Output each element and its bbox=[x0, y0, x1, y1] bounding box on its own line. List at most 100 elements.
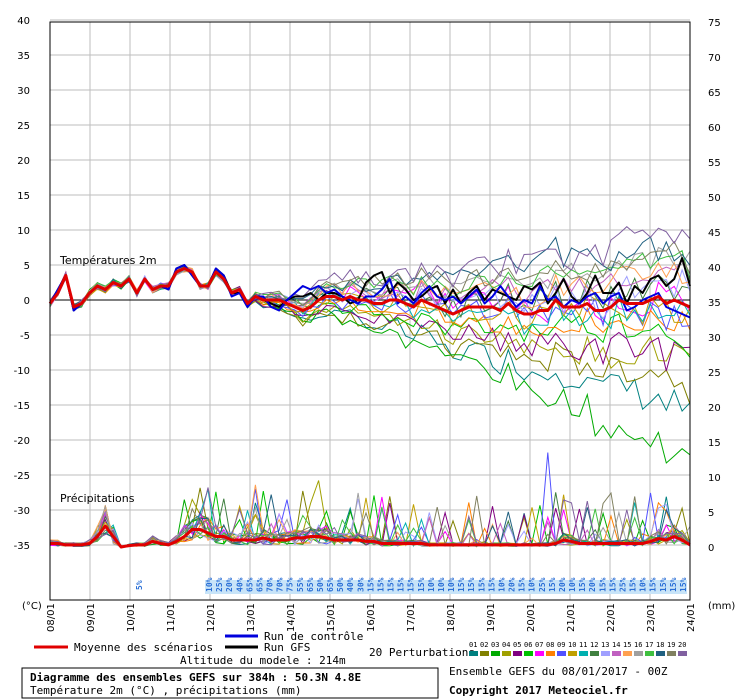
left-tick-label: 40 bbox=[17, 16, 30, 27]
perturbation-number: 13 bbox=[601, 641, 609, 649]
right-tick-label: 40 bbox=[708, 263, 721, 274]
left-tick-label: -25 bbox=[14, 471, 30, 482]
perturbation-swatch bbox=[502, 651, 511, 656]
perturbation-swatch bbox=[601, 651, 610, 656]
perturbation-swatch bbox=[491, 651, 500, 656]
precip-probability-label: 50% bbox=[316, 577, 325, 592]
right-tick-label: 5 bbox=[708, 508, 714, 519]
precip-probability-label: 15% bbox=[659, 577, 668, 592]
perturbation-swatch bbox=[557, 651, 566, 656]
precip-probability-label: 10% bbox=[528, 577, 537, 592]
perturbation-swatch bbox=[634, 651, 643, 656]
x-tick-label: 14/01 bbox=[286, 603, 297, 632]
right-axis-unit: (mm) bbox=[708, 601, 735, 612]
precipitation-annotation: Précipitations bbox=[60, 492, 135, 505]
right-tick-label: 60 bbox=[708, 123, 721, 134]
right-tick-label: 45 bbox=[708, 228, 721, 239]
x-tick-label: 16/01 bbox=[366, 603, 377, 632]
precip-probability-label: 20% bbox=[558, 577, 567, 592]
perturbation-swatch bbox=[623, 651, 632, 656]
precip-probability-label: 10% bbox=[639, 577, 648, 592]
right-tick-label: 65 bbox=[708, 88, 721, 99]
x-tick-label: 12/01 bbox=[206, 603, 217, 632]
left-tick-label: 20 bbox=[17, 156, 30, 167]
legend-perturbations-label: 20 Perturbations bbox=[369, 646, 475, 659]
precip-probability-label: 65% bbox=[245, 577, 254, 592]
precip-probability-label: 15% bbox=[649, 577, 658, 592]
legend-gfs-label: Run GFS bbox=[264, 641, 310, 654]
perturbation-swatch bbox=[524, 651, 533, 656]
precip-probability-label: 10% bbox=[447, 577, 456, 592]
left-tick-label: 35 bbox=[17, 51, 30, 62]
precip-probability-label: 70% bbox=[276, 577, 285, 592]
perturbation-number: 19 bbox=[667, 641, 675, 649]
left-tick-label: -5 bbox=[20, 331, 30, 342]
main-series bbox=[48, 257, 691, 549]
precip-probability-label: 30% bbox=[356, 577, 365, 592]
x-tick-label: 22/01 bbox=[606, 603, 617, 632]
footer-subtitle: Température 2m (°C) , précipitations (mm… bbox=[30, 684, 302, 697]
precip-probability-label: 25% bbox=[618, 577, 627, 592]
precip-probability-label: 25% bbox=[215, 577, 224, 592]
precip-probability-label: 20% bbox=[588, 577, 597, 592]
right-tick-label: 30 bbox=[708, 333, 721, 344]
perturbation-number: 04 bbox=[502, 641, 510, 649]
plot-border bbox=[49, 21, 691, 601]
perturbation-number: 20 bbox=[678, 641, 686, 649]
perturbation-swatch bbox=[568, 651, 577, 656]
left-tick-label: 25 bbox=[17, 121, 30, 132]
perturbation-number: 16 bbox=[634, 641, 642, 649]
temperature-perturbation-line bbox=[49, 261, 691, 310]
precip-probability-label: 15% bbox=[518, 577, 527, 592]
precip-probability-label: 15% bbox=[669, 577, 678, 592]
perturbation-number: 10 bbox=[568, 641, 576, 649]
x-tick-label: 20/01 bbox=[526, 603, 537, 632]
temperature-perturbation-line bbox=[49, 240, 691, 306]
precip-probability-label: 25% bbox=[538, 577, 547, 592]
precip-probability-label: 15% bbox=[457, 577, 466, 592]
precip-probability-label: 5% bbox=[135, 580, 144, 590]
precip-probability-label: 15% bbox=[417, 577, 426, 592]
right-tick-label: 55 bbox=[708, 158, 721, 169]
perturbation-legend: 01 02 03 04 05 06 07 08 09 10 11 12 13 14 15 16 17 18 19 20 bbox=[469, 641, 687, 656]
x-tick-label: 08/01 bbox=[46, 603, 57, 632]
perturbation-number: 18 bbox=[656, 641, 664, 649]
precip-probability-label: 10% bbox=[568, 577, 577, 592]
precip-probability-label: 15% bbox=[598, 577, 607, 592]
perturbation-number: 15 bbox=[623, 641, 631, 649]
right-tick-label: 15 bbox=[708, 438, 721, 449]
precip-probability-label: 15% bbox=[487, 577, 496, 592]
perturbation-swatch bbox=[469, 651, 478, 656]
left-tick-label: 5 bbox=[24, 261, 30, 272]
x-tick-label: 11/01 bbox=[166, 603, 177, 632]
mean-temperature-line bbox=[48, 267, 691, 316]
precip-probability-label: 15% bbox=[387, 577, 396, 592]
right-tick-label: 10 bbox=[708, 473, 721, 484]
perturbation-swatch bbox=[513, 651, 522, 656]
perturbation-swatch bbox=[656, 651, 665, 656]
precip-probability-label: 15% bbox=[477, 577, 486, 592]
left-axis-unit: (°C) bbox=[22, 601, 42, 612]
x-tick-label: 13/01 bbox=[246, 603, 257, 632]
precip-probability-label: 10% bbox=[497, 577, 506, 592]
precip-probability-label: 15% bbox=[407, 577, 416, 592]
perturbation-number: 11 bbox=[579, 641, 587, 649]
x-tick-label: 09/01 bbox=[86, 603, 97, 632]
legend-control-label: Run de contrôle bbox=[264, 630, 363, 643]
legend-altitude: Altitude du modele : 214m bbox=[180, 654, 346, 667]
precip-probability-label: 55% bbox=[296, 577, 305, 592]
x-tick-label: 17/01 bbox=[406, 603, 417, 632]
precip-probability-label: 40% bbox=[235, 577, 244, 592]
precip-probability-label: 75% bbox=[286, 577, 295, 592]
perturbation-number: 06 bbox=[524, 641, 532, 649]
x-tick-label: 19/01 bbox=[486, 603, 497, 632]
precip-probability-label: 10% bbox=[427, 577, 436, 592]
perturbation-number: 07 bbox=[535, 641, 543, 649]
precip-probability-label: 50% bbox=[336, 577, 345, 592]
perturbation-swatch bbox=[546, 651, 555, 656]
precip-probability-label: 15% bbox=[629, 577, 638, 592]
perturbation-number: 05 bbox=[513, 641, 521, 649]
precip-probability-label: 70% bbox=[266, 577, 275, 592]
right-tick-label: 50 bbox=[708, 193, 721, 204]
perturbation-number: 03 bbox=[491, 641, 499, 649]
